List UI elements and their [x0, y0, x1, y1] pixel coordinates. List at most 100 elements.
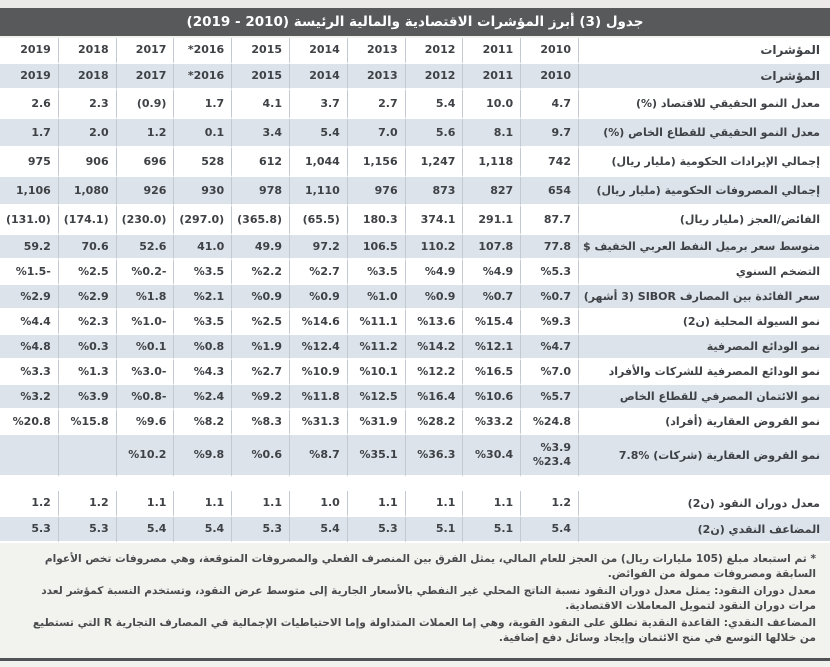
- value-cell: 59.2: [0, 235, 58, 260]
- value-cell: %15.8: [57, 410, 116, 435]
- value-cell: 1,247: [404, 148, 463, 177]
- year-header-cell: *2016: [173, 38, 232, 64]
- value-cell: %7.0: [520, 360, 578, 385]
- year-header-cell: 2014: [289, 38, 347, 64]
- value-cell: 873: [404, 177, 463, 206]
- value-cell: [0, 435, 58, 477]
- value-cell: %1.5-: [0, 260, 58, 285]
- value-cell: %2.9: [0, 285, 58, 310]
- value-cell: 3.4: [231, 119, 290, 148]
- indicator-label-cell: التضخم السنوي: [578, 260, 830, 285]
- value-cell: %4.3: [173, 360, 232, 385]
- value-cell: %14.2: [404, 335, 463, 360]
- value-cell: 654: [520, 177, 578, 206]
- value-cell: %4.9: [404, 260, 463, 285]
- value-cell: %2.7: [289, 260, 347, 285]
- value-cell: %9.3: [520, 310, 578, 335]
- value-cell: %10.1: [346, 360, 405, 385]
- indicator-label-cell: نمو الودائع المصرفية: [578, 335, 830, 360]
- value-cell: %12.5: [346, 385, 405, 410]
- value-cell: 696: [115, 148, 174, 177]
- value-cell: %0.7: [520, 285, 578, 310]
- value-cell: 1,044: [289, 148, 347, 177]
- value-cell: %3.2: [0, 385, 58, 410]
- value-cell: %4.7: [520, 335, 578, 360]
- value-cell: %1.8: [115, 285, 174, 310]
- year-header-cell: 2017: [115, 64, 174, 90]
- value-cell: 1.1: [231, 491, 290, 517]
- value-cell: 70.6: [57, 235, 116, 260]
- value-cell: %2.5: [57, 260, 116, 285]
- value-cell: 2.7: [346, 90, 405, 119]
- indicator-label-cell: نمو السيولة المحلية (ن2): [578, 310, 830, 335]
- value-cell: %2.2: [231, 260, 290, 285]
- year-header-cell: 2010: [520, 38, 578, 64]
- value-cell: 1,106: [0, 177, 58, 206]
- year-header-cell: 2019: [0, 38, 58, 64]
- table-row: إجمالي الإيرادات الحكومية (مليار ريال) 74…: [0, 148, 830, 177]
- value-cell: %0.9: [289, 285, 347, 310]
- year-header-cell: 2014: [289, 64, 347, 90]
- value-cell: %0.9: [404, 285, 463, 310]
- table-header-row: المؤشرات 2010 2011 2012 2013 2014 2015 *2016 201…: [0, 38, 830, 64]
- value-cell: (0.9): [115, 90, 174, 119]
- value-cell: %4.8: [0, 335, 58, 360]
- value-cell: %0.9: [231, 285, 290, 310]
- indicator-label-cell: معدل النمو الحقيقي للاقتصاد (%): [578, 90, 830, 119]
- value-cell: %10.2: [115, 435, 174, 477]
- value-cell: %11.1: [346, 310, 405, 335]
- table-row: معدل النمو الحقيقي للاقتصاد (%) 4.7 10.0 5.…: [0, 90, 830, 119]
- value-cell: %31.3: [289, 410, 347, 435]
- value-cell: 1.0: [289, 491, 347, 517]
- value-cell: 742: [520, 148, 578, 177]
- value-cell: %3.9 %23.4: [520, 435, 578, 477]
- table-row: نمو السيولة المحلية (ن2) %9.3 %15.4 %13.6 %1…: [0, 310, 830, 335]
- value-cell: %2.1: [173, 285, 232, 310]
- footnote: المضاعف النقدي: القاعدة النقدية تطلق على…: [32, 617, 816, 645]
- value-cell: %35.1: [346, 435, 405, 477]
- value-cell: 5.3: [346, 517, 405, 543]
- bottom-rule: [0, 658, 830, 661]
- year-header-cell: *2016: [173, 64, 232, 90]
- value-cell: %16.5: [462, 360, 521, 385]
- year-header-cell: 2017: [115, 38, 174, 64]
- value-cell: %28.2: [404, 410, 463, 435]
- table-row: نمو الودائع المصرفية للشركات والأفراد %7.…: [0, 360, 830, 385]
- value-cell: 5.4: [173, 517, 232, 543]
- table-row: إجمالي المصروفات الحكومية (مليار ريال) 65…: [0, 177, 830, 206]
- value-cell: 5.3: [231, 517, 290, 543]
- value-cell: 5.3: [0, 517, 58, 543]
- value-cell: (230.0): [115, 206, 174, 235]
- spacer-row: [0, 477, 830, 491]
- indicator-label-cell: نمو القروض العقارية (أفراد): [578, 410, 830, 435]
- table-row: سعر الفائدة بين المصارف SIBOR (3 أشهر) %0…: [0, 285, 830, 310]
- indicator-label-cell: إجمالي الإيرادات الحكومية (مليار ريال): [578, 148, 830, 177]
- value-cell: %31.9: [346, 410, 405, 435]
- value-cell: (174.1): [57, 206, 116, 235]
- value-cell: %2.5: [231, 310, 290, 335]
- table-row: نمو الودائع المصرفية %4.7 %12.1 %14.2 %11.2%…: [0, 335, 830, 360]
- value-cell: %3.5: [173, 310, 232, 335]
- value-cell: 976: [346, 177, 405, 206]
- footnote: * تم استبعاد مبلغ (105 مليارات ريال) من …: [44, 553, 816, 581]
- year-header-cell: 2011: [462, 38, 521, 64]
- value-cell: 87.7: [520, 206, 578, 235]
- value-cell: 1.1: [346, 491, 405, 517]
- value-cell: 1,156: [346, 148, 405, 177]
- indicator-label-cell: الفائض/العجز (مليار ريال): [578, 206, 830, 235]
- year-header-cell: 2018: [57, 64, 116, 90]
- value-cell: %4.9: [462, 260, 521, 285]
- value-cell: 374.1: [404, 206, 463, 235]
- table-row: معدل دوران النقود (ن2) 1.2 1.1 1.1 1.1 1.0 1.1…: [0, 491, 830, 517]
- value-cell: %0.7: [462, 285, 521, 310]
- value-cell: %0.6: [231, 435, 290, 477]
- value-cell: %33.2: [462, 410, 521, 435]
- value-cell: 5.4: [115, 517, 174, 543]
- value-cell: %8.2: [173, 410, 232, 435]
- value-cell: %20.8: [0, 410, 58, 435]
- value-cell: %3.5: [346, 260, 405, 285]
- year-header-cell: 2012: [404, 38, 463, 64]
- value-cell: 1.2: [520, 491, 578, 517]
- value-cell: %1.0: [346, 285, 405, 310]
